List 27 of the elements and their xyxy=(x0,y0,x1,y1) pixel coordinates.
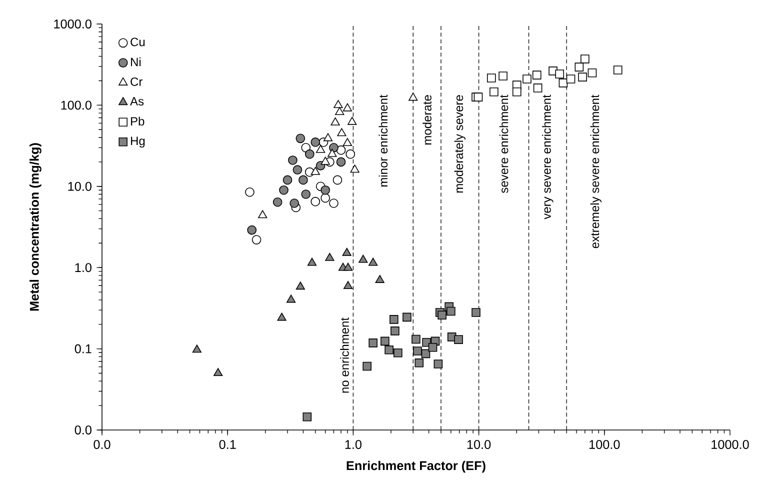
annotation: no enrichment xyxy=(340,318,349,393)
x-tick-label: 0.0 xyxy=(94,440,110,449)
y-tick-label: 100.0 xyxy=(61,100,92,110)
y-tick-label: 0.0 xyxy=(74,426,92,434)
x-tick-label: 1.0 xyxy=(345,440,362,449)
x-tick-label: 0.1 xyxy=(219,440,236,449)
legend-label: As xyxy=(130,97,144,106)
x-tick-label: 100.0 xyxy=(590,440,620,449)
x-axis-title: Enrichment Factor (EF) xyxy=(346,460,486,473)
legend-label: Cr xyxy=(130,77,142,86)
x-tick-label: 1000.0 xyxy=(712,440,749,449)
y-tick-label: 0.1 xyxy=(74,344,92,354)
y-tick-label: 1000.0 xyxy=(54,20,92,28)
legend-label: Ni xyxy=(131,57,141,66)
ref-line-label: very severe enrichment xyxy=(542,94,554,220)
legend-label: Hg xyxy=(131,136,145,148)
ref-line-label: moderately severe xyxy=(454,95,466,193)
y-axis-title: Metal concentration (mg/kg) xyxy=(30,143,42,311)
y-tick-label: 10.0 xyxy=(68,182,92,191)
y-tick-label: 1.0 xyxy=(75,263,92,272)
x-tick-label: 10.0 xyxy=(467,440,491,449)
ref-line-label: severe enrichment xyxy=(499,94,508,193)
ref-line-label: moderate xyxy=(422,95,432,145)
ref-line-label: minor enrichment xyxy=(378,94,388,187)
ref-line-label: extremely severe enrichment xyxy=(590,94,602,248)
legend-label: Pb xyxy=(131,116,144,126)
legend-label: Cu xyxy=(130,38,145,46)
